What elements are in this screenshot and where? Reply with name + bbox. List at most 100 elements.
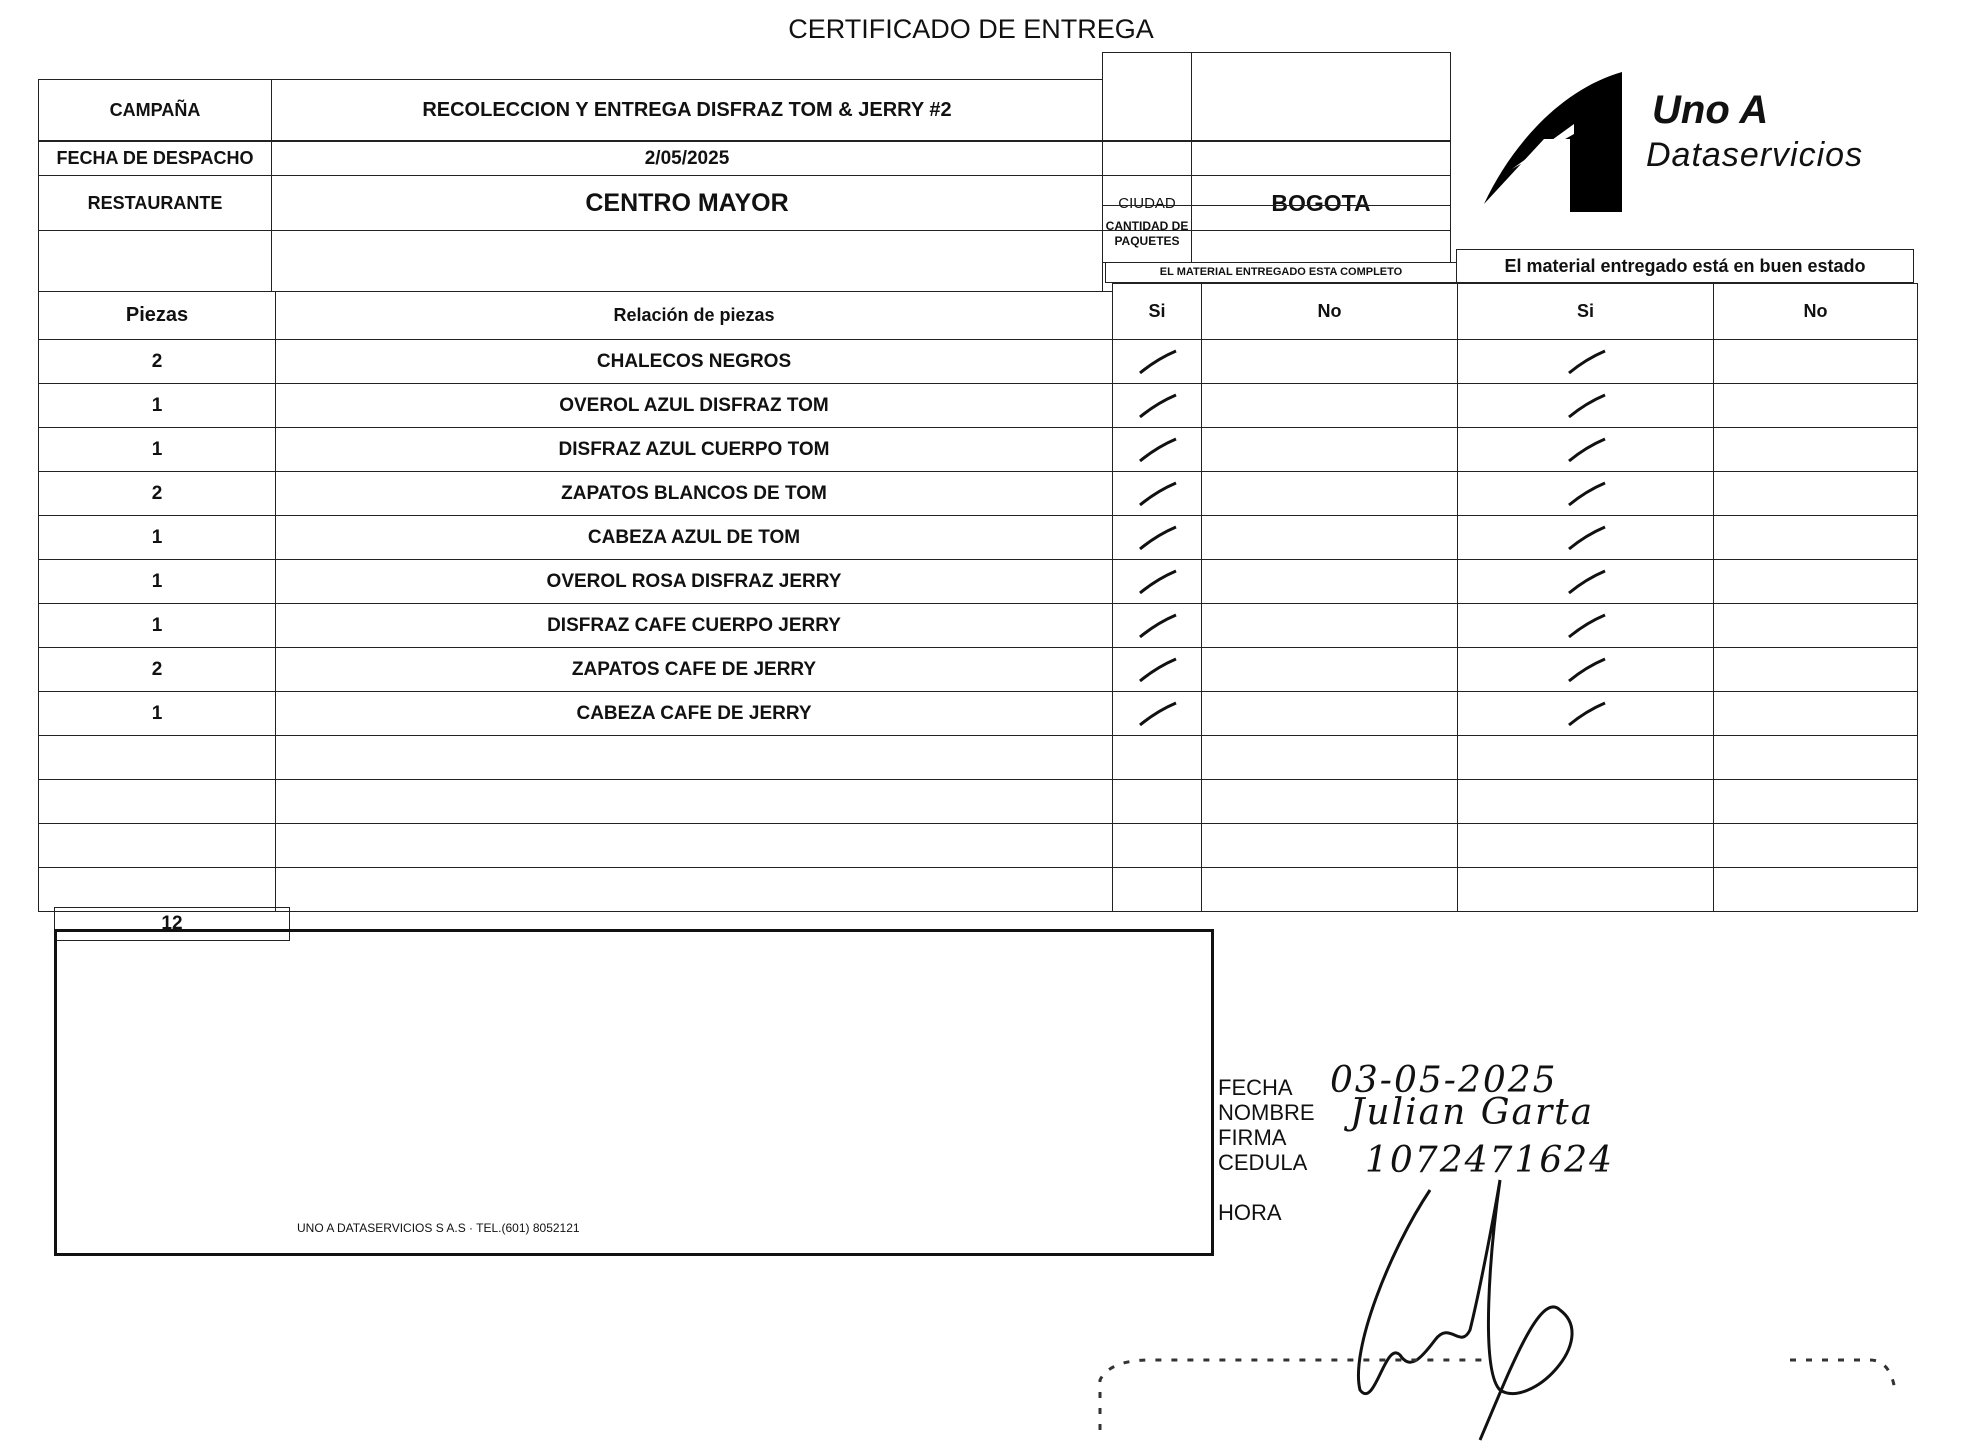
qty-cell (38, 779, 276, 824)
check-mark-icon (1139, 701, 1177, 726)
check-mark-icon (1567, 525, 1606, 550)
good-yes-cell (1457, 383, 1714, 428)
total-pieces: 12 (54, 907, 290, 941)
good-yes-cell (1457, 779, 1714, 824)
check-mark-icon (1139, 657, 1177, 682)
good-yes-cell (1457, 647, 1714, 692)
document-title: CERTIFICADO DE ENTREGA (788, 14, 1154, 44)
good-yes-cell (1457, 823, 1714, 868)
signature-label: FIRMA (1218, 1125, 1287, 1150)
check-mark-icon (1567, 657, 1606, 682)
qty-cell: 2 (38, 647, 276, 692)
good-no-cell (1713, 823, 1918, 868)
complete-no-cell (1201, 647, 1458, 692)
date-label: FECHA (1218, 1075, 1293, 1100)
name-label: NOMBRE (1218, 1100, 1315, 1125)
campaign-label: CAMPAÑA (38, 79, 272, 141)
check-mark-icon (1139, 437, 1177, 462)
good-yes-cell (1457, 471, 1714, 516)
condition-header: El material entregado está en buen estad… (1456, 249, 1914, 283)
good-no-cell (1713, 779, 1918, 824)
complete-no-cell (1201, 823, 1458, 868)
complete-header: EL MATERIAL ENTREGADO ESTA COMPLETO (1105, 262, 1457, 283)
good-no-cell (1713, 471, 1918, 516)
complete-no-cell (1201, 867, 1458, 912)
complete-yes-cell (1112, 867, 1202, 912)
good-no-cell (1713, 427, 1918, 472)
restaurant-label: RESTAURANTE (38, 175, 272, 231)
qty-cell (38, 735, 276, 780)
time-label: HORA (1218, 1200, 1282, 1225)
good-yes-cell (1457, 339, 1714, 384)
complete-no-cell (1201, 779, 1458, 824)
good-no-cell (1713, 559, 1918, 604)
good-yes-cell (1457, 691, 1714, 736)
complete-no-cell (1201, 603, 1458, 648)
complete-no-cell (1201, 735, 1458, 780)
check-mark-icon (1139, 349, 1177, 374)
item-cell (275, 867, 1113, 912)
qty-cell: 1 (38, 515, 276, 560)
qty-cell: 1 (38, 691, 276, 736)
complete-yes-header: Si (1112, 283, 1202, 340)
complete-yes-cell (1112, 735, 1202, 780)
check-mark-icon (1567, 437, 1606, 462)
complete-no-cell (1201, 471, 1458, 516)
name-value: Julian Garta (1350, 1092, 1595, 1133)
city-value: BOGOTA (1191, 175, 1451, 231)
item-cell: DISFRAZ AZUL CUERPO TOM (275, 427, 1113, 472)
qty-cell: 1 (38, 603, 276, 648)
complete-yes-cell (1112, 339, 1202, 384)
good-no-cell (1713, 515, 1918, 560)
check-mark-icon (1567, 349, 1606, 374)
qty-cell: 1 (38, 383, 276, 428)
dispatch-date-label: FECHA DE DESPACHO (38, 141, 272, 176)
good-yes-header: Si (1457, 283, 1714, 340)
blank-cell (38, 230, 272, 292)
pieces-header: Piezas (38, 291, 276, 340)
packages-value (1191, 205, 1451, 263)
qty-cell: 2 (38, 471, 276, 516)
complete-yes-cell (1112, 383, 1202, 428)
complete-no-cell (1201, 427, 1458, 472)
good-no-cell (1713, 603, 1918, 648)
complete-yes-cell (1112, 647, 1202, 692)
item-cell (275, 823, 1113, 868)
check-mark-icon (1567, 569, 1606, 594)
packages-label: CANTIDAD DE PAQUETES (1102, 205, 1192, 263)
item-cell: OVEROL AZUL DISFRAZ TOM (275, 383, 1113, 428)
complete-no-header: No (1201, 283, 1458, 340)
good-yes-cell (1457, 603, 1714, 648)
check-mark-icon (1567, 481, 1606, 506)
logo-mark-icon (1484, 72, 1622, 212)
complete-yes-cell (1112, 515, 1202, 560)
header-blank-cell (1102, 141, 1192, 176)
item-cell: DISFRAZ CAFE CUERPO JERRY (275, 603, 1113, 648)
campaign-value: RECOLECCION Y ENTREGA DISFRAZ TOM & JERR… (271, 79, 1103, 141)
complete-yes-cell (1112, 691, 1202, 736)
item-cell: ZAPATOS BLANCOS DE TOM (275, 471, 1113, 516)
complete-yes-cell (1112, 471, 1202, 516)
dispatch-date-value: 2/05/2025 (271, 141, 1103, 176)
check-mark-icon (1139, 613, 1177, 638)
good-no-cell (1713, 339, 1918, 384)
header-blank-cell (1191, 52, 1451, 141)
id-value: 1072471624 (1365, 1140, 1615, 1181)
complete-no-cell (1201, 383, 1458, 428)
good-no-cell (1713, 735, 1918, 780)
item-cell: CABEZA CAFE DE JERRY (275, 691, 1113, 736)
qty-cell: 1 (38, 559, 276, 604)
complete-yes-cell (1112, 779, 1202, 824)
check-mark-icon (1139, 569, 1177, 594)
complete-no-cell (1201, 515, 1458, 560)
item-cell (275, 779, 1113, 824)
qty-cell (38, 823, 276, 868)
relation-header: Relación de piezas (275, 291, 1113, 340)
check-mark-icon (1139, 525, 1177, 550)
item-cell: CHALECOS NEGROS (275, 339, 1113, 384)
uno-a-logo: Uno A Dataservicios (1482, 64, 1882, 214)
qty-cell: 2 (38, 339, 276, 384)
item-cell: CABEZA AZUL DE TOM (275, 515, 1113, 560)
good-yes-cell (1457, 515, 1714, 560)
date-value: 03-05-2025 (1330, 1060, 1558, 1101)
